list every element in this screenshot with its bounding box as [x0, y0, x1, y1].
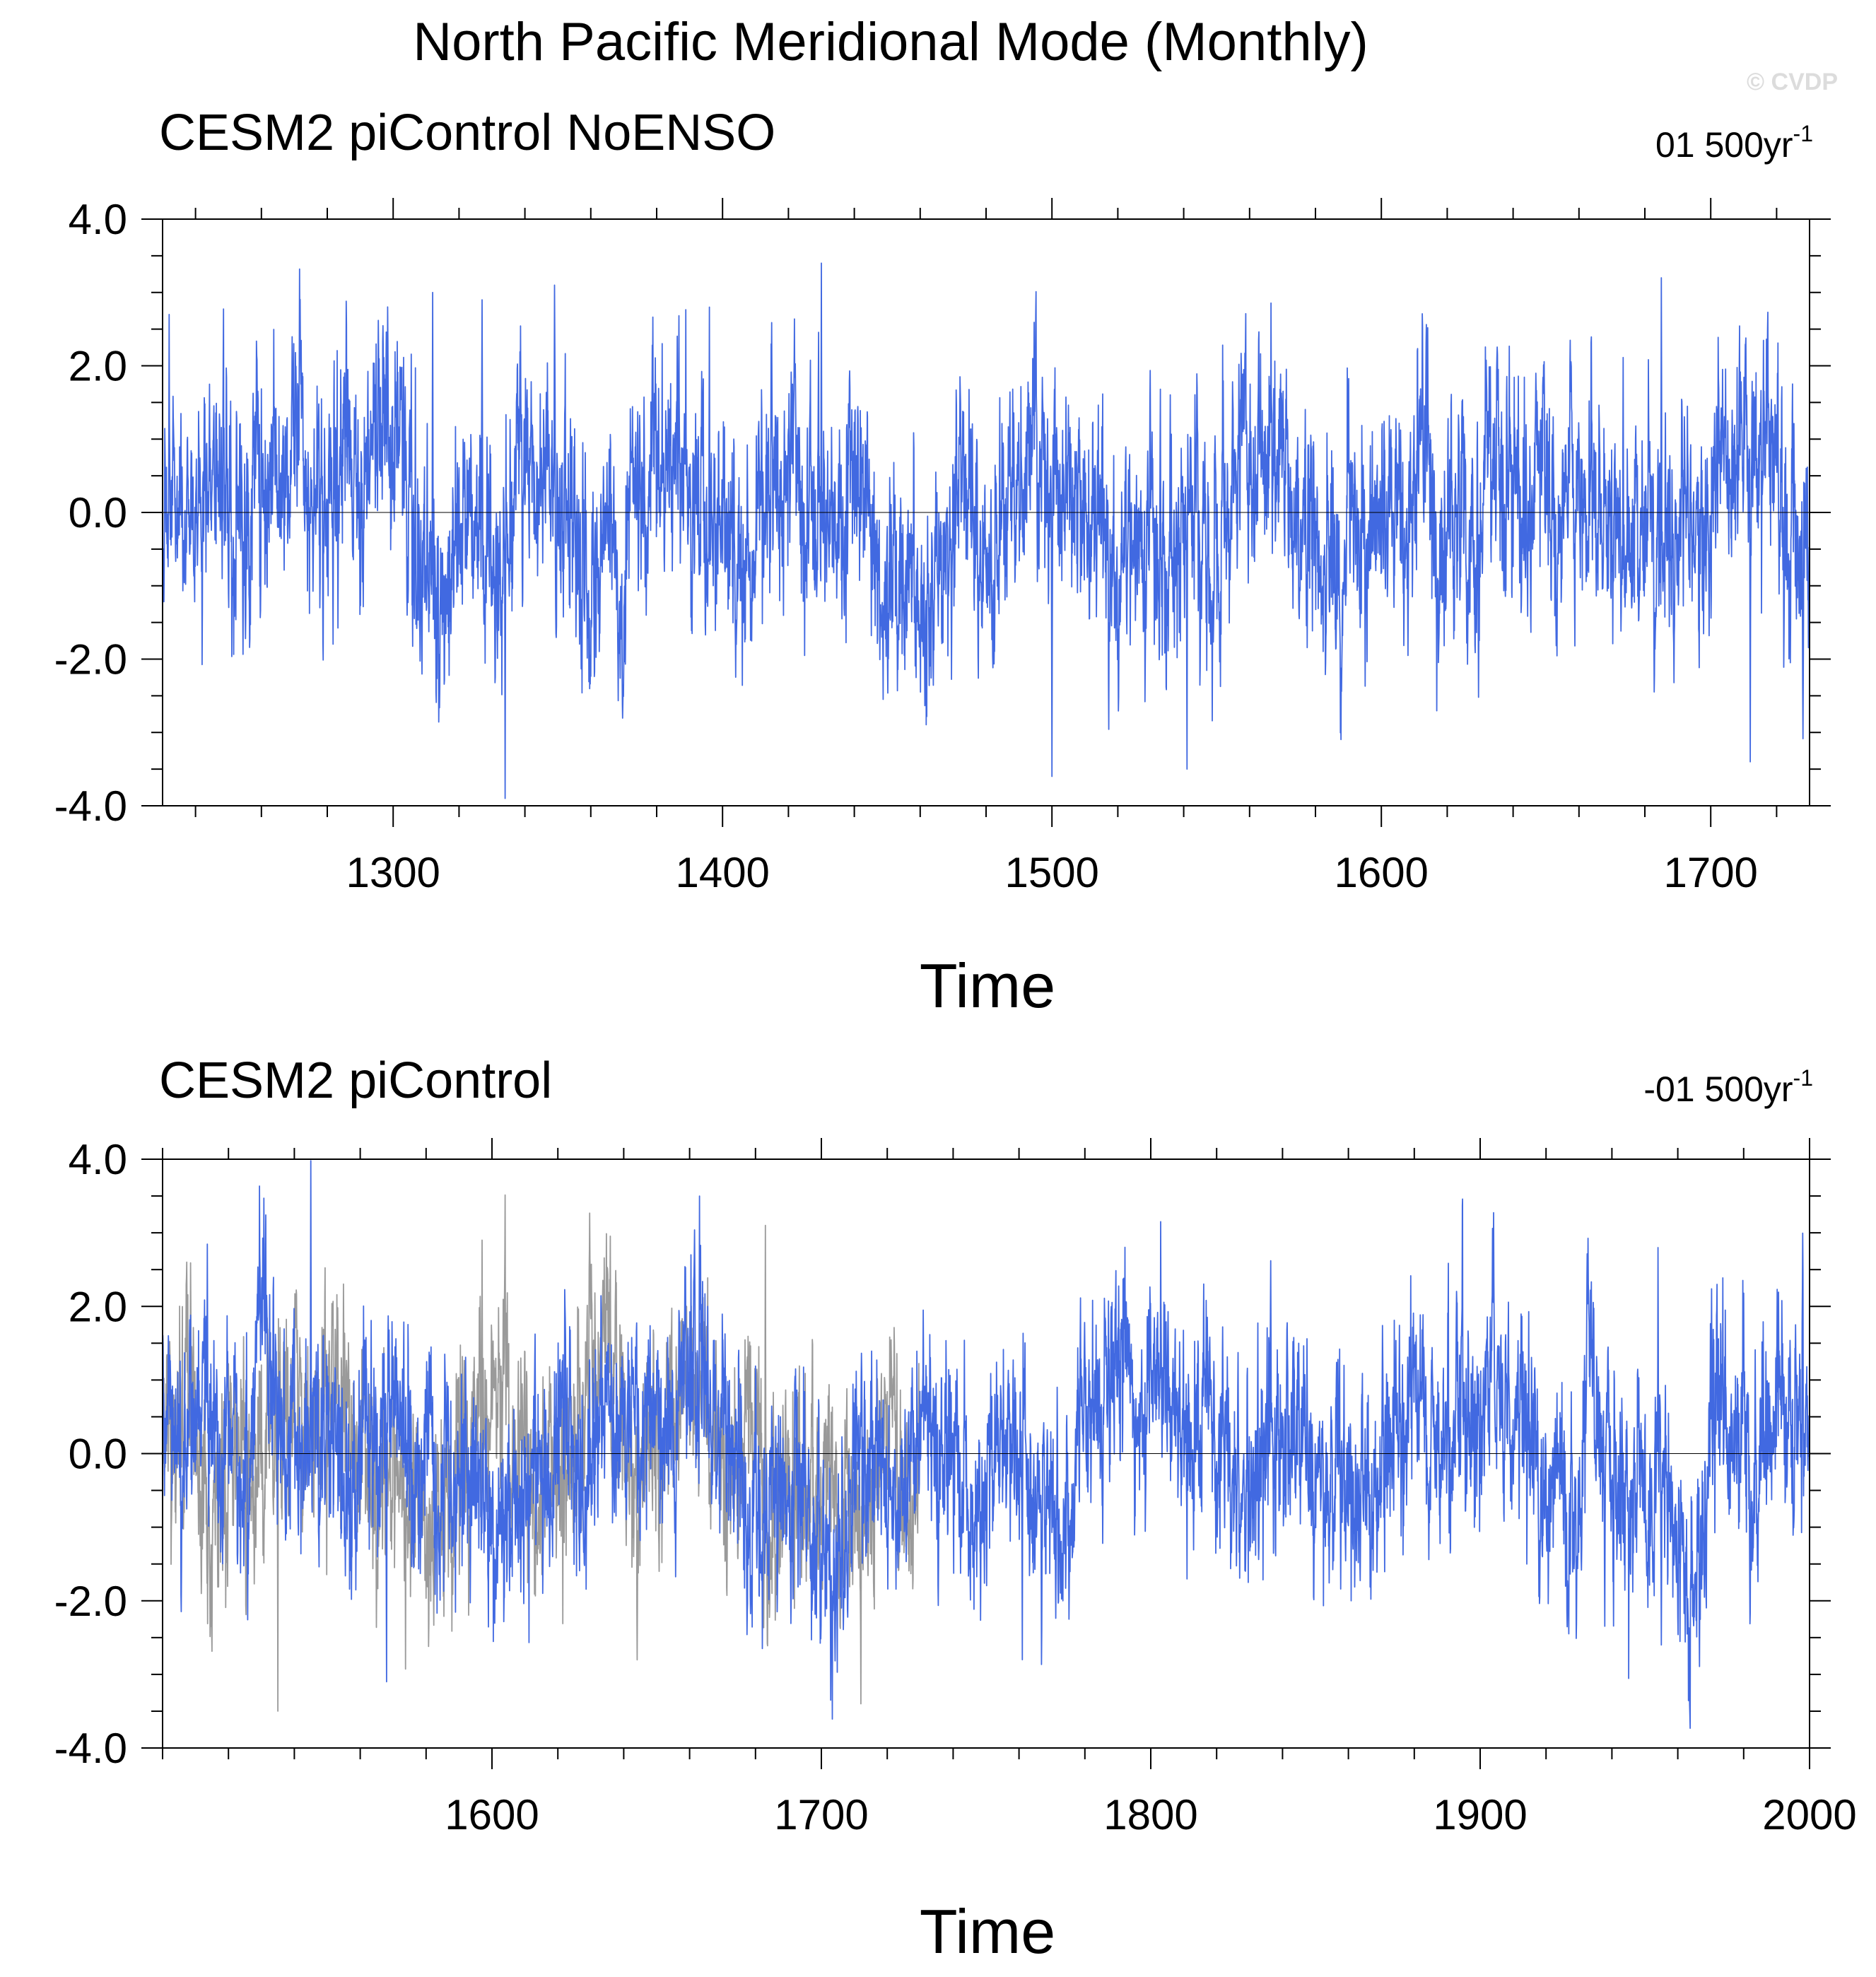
x-axis-label: Time: [920, 951, 1055, 1021]
panel-top: CESM2 piControl NoENSO 01 500yr-1 1300 14…: [54, 105, 1831, 1021]
x-tick-label: 1800: [1103, 1791, 1197, 1838]
panel-title: CESM2 piControl: [159, 1052, 552, 1109]
x-axis-label: Time: [920, 1896, 1055, 1966]
plot-area: 1300 1400 1500 1600 1700 -4.0 -2.0 0.0 2.0 4.0: [54, 196, 1831, 896]
series-line-npmm: [162, 1160, 1810, 1729]
x-tick-label: 1700: [1663, 849, 1757, 896]
series-line-npmm-noenso-: [162, 262, 1810, 799]
y-tick-label: 4.0: [69, 1136, 127, 1183]
x-tick-label: 1600: [1334, 849, 1428, 896]
x-tick-label: 1700: [774, 1791, 868, 1838]
y-tick-label: -4.0: [54, 782, 127, 830]
figure-title: North Pacific Meridional Mode (Monthly): [413, 12, 1368, 72]
x-tick-label: 2000: [1762, 1791, 1856, 1838]
panel-title: CESM2 piControl NoENSO: [159, 105, 775, 161]
subtitle-exponent: -1: [1793, 1065, 1813, 1091]
y-tick-label: 2.0: [69, 1283, 127, 1330]
subtitle-text: 01 500yr: [1655, 125, 1793, 165]
x-tick-label: 1900: [1433, 1791, 1527, 1838]
y-tick-label: -2.0: [54, 1578, 127, 1625]
panel-subtitle: 01 500yr-1: [1655, 121, 1813, 165]
panel-subtitle: -01 500yr-1: [1643, 1065, 1813, 1109]
subtitle-text: -01 500yr: [1643, 1069, 1793, 1109]
y-tick-label: 0.0: [69, 1431, 127, 1478]
watermark: © CVDP: [1747, 69, 1838, 95]
y-tick-label: 0.0: [69, 489, 127, 536]
subtitle-exponent: -1: [1793, 121, 1813, 146]
x-tick-label: 1600: [445, 1791, 539, 1838]
x-tick-label: 1300: [346, 849, 440, 896]
y-tick-label: -2.0: [54, 636, 127, 684]
y-tick-label: 2.0: [69, 343, 127, 390]
plot-area: 1600 1700 1800 1900 2000 -4.0 -2.0 0.0 2.0 4.0: [54, 1136, 1857, 1838]
y-tick-label: 4.0: [69, 196, 127, 243]
y-tick-label: -4.0: [54, 1725, 127, 1772]
x-tick-label: 1500: [1004, 849, 1098, 896]
x-tick-label: 1400: [675, 849, 769, 896]
panel-bottom: CESM2 piControl -01 500yr-1 1600 1700 1800…: [54, 1052, 1857, 1966]
